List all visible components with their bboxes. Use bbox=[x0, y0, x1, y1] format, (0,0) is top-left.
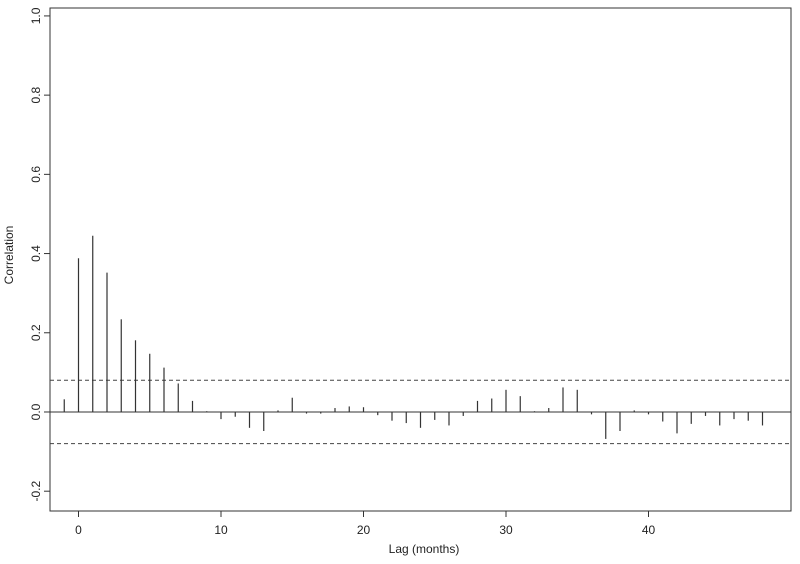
x-tick-label: 40 bbox=[642, 523, 656, 537]
y-tick-label: 0.4 bbox=[29, 245, 43, 262]
x-tick-label: 20 bbox=[357, 523, 371, 537]
y-tick-label: 0.0 bbox=[29, 403, 43, 420]
y-tick-label: -0.2 bbox=[29, 481, 43, 502]
x-axis-title: Lag (months) bbox=[389, 542, 460, 556]
y-tick-label: 0.2 bbox=[29, 324, 43, 341]
plot-frame bbox=[49, 7, 792, 512]
x-axis: 0 10 20 30 40 bbox=[75, 511, 655, 537]
correlation-stems bbox=[63, 235, 764, 439]
y-axis-title: Correlation bbox=[2, 226, 16, 285]
x-tick-label: 10 bbox=[214, 523, 228, 537]
y-tick-label: 0.6 bbox=[29, 166, 43, 183]
x-tick-label: 30 bbox=[499, 523, 513, 537]
y-tick-label: 1.0 bbox=[29, 7, 43, 24]
y-tick-label: 0.8 bbox=[29, 86, 43, 103]
y-axis: -0.2 0.0 0.2 0.4 0.6 0.8 1.0 bbox=[29, 7, 50, 502]
x-tick-label: 0 bbox=[75, 523, 82, 537]
